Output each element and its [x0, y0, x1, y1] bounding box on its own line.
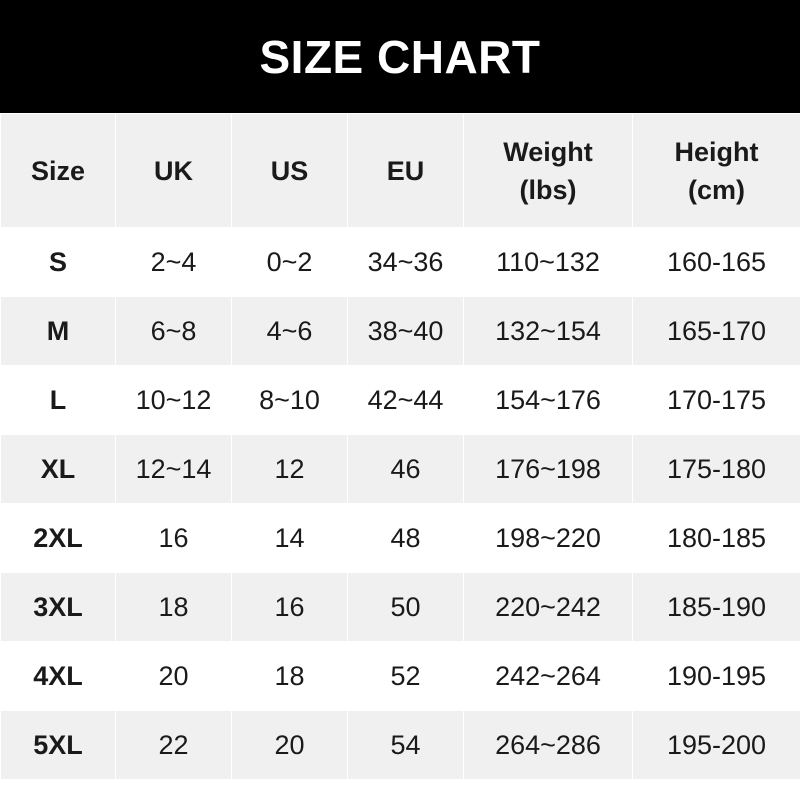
cell-uk: 10~12	[115, 365, 232, 435]
cell-height: 180-185	[632, 503, 800, 573]
cell-weight: 154~176	[463, 365, 633, 435]
cell-size: 4XL	[0, 641, 116, 711]
cell-us: 12	[231, 434, 348, 504]
table-row: L 10~12 8~10 42~44 154~176 170-175	[0, 365, 800, 435]
cell-eu: 50	[347, 572, 464, 642]
cell-uk: 12~14	[115, 434, 232, 504]
cell-weight: 198~220	[463, 503, 633, 573]
table-row: M 6~8 4~6 38~40 132~154 165-170	[0, 296, 800, 366]
header-text: (cm)	[687, 174, 745, 205]
header-text: Weight	[503, 136, 593, 167]
cell-size: XL	[0, 434, 116, 504]
cell-eu: 46	[347, 434, 464, 504]
table-row: 4XL 20 18 52 242~264 190-195	[0, 641, 800, 711]
cell-eu: 54	[347, 710, 464, 780]
cell-uk: 20	[115, 641, 232, 711]
cell-us: 8~10	[231, 365, 348, 435]
cell-eu: 34~36	[347, 227, 464, 297]
cell-size: 3XL	[0, 572, 116, 642]
cell-uk: 22	[115, 710, 232, 780]
cell-weight: 132~154	[463, 296, 633, 366]
table-row: 3XL 18 16 50 220~242 185-190	[0, 572, 800, 642]
cell-weight: 242~264	[463, 641, 633, 711]
column-header-size: Size	[0, 113, 116, 228]
cell-us: 14	[231, 503, 348, 573]
table-row: S 2~4 0~2 34~36 110~132 160-165	[0, 227, 800, 297]
table-row: 5XL 22 20 54 264~286 195-200	[0, 710, 800, 780]
page-title: SIZE CHART	[259, 30, 541, 83]
cell-uk: 2~4	[115, 227, 232, 297]
cell-weight: 110~132	[463, 227, 633, 297]
cell-height: 165-170	[632, 296, 800, 366]
column-header-weight: Weight (lbs)	[463, 113, 633, 228]
cell-eu: 48	[347, 503, 464, 573]
cell-eu: 42~44	[347, 365, 464, 435]
cell-weight: 264~286	[463, 710, 633, 780]
header-row: Size UK US EU Weight (lbs) Height (cm)	[0, 113, 800, 228]
cell-us: 4~6	[231, 296, 348, 366]
cell-us: 16	[231, 572, 348, 642]
cell-size: S	[0, 227, 116, 297]
title-bar: SIZE CHART	[0, 0, 800, 113]
cell-size: L	[0, 365, 116, 435]
column-header-eu: EU	[347, 113, 464, 228]
cell-uk: 16	[115, 503, 232, 573]
cell-weight: 176~198	[463, 434, 633, 504]
cell-size: M	[0, 296, 116, 366]
header-text: Size	[30, 155, 86, 186]
cell-weight: 220~242	[463, 572, 633, 642]
cell-us: 0~2	[231, 227, 348, 297]
column-header-us: US	[231, 113, 348, 228]
cell-size: 2XL	[0, 503, 116, 573]
header-text: Height	[674, 136, 759, 167]
cell-us: 18	[231, 641, 348, 711]
cell-us: 20	[231, 710, 348, 780]
header-text: (lbs)	[519, 174, 577, 205]
column-header-uk: UK	[115, 113, 232, 228]
cell-size: 5XL	[0, 710, 116, 780]
cell-height: 160-165	[632, 227, 800, 297]
header-text: UK	[154, 155, 193, 186]
cell-height: 185-190	[632, 572, 800, 642]
header-text: EU	[386, 155, 425, 186]
column-header-height: Height (cm)	[632, 113, 800, 228]
header-text: US	[270, 155, 309, 186]
cell-eu: 52	[347, 641, 464, 711]
cell-height: 175-180	[632, 434, 800, 504]
cell-eu: 38~40	[347, 296, 464, 366]
table-row: 2XL 16 14 48 198~220 180-185	[0, 503, 800, 573]
cell-height: 195-200	[632, 710, 800, 780]
cell-height: 190-195	[632, 641, 800, 711]
size-chart-table: Size UK US EU Weight (lbs) Height (cm) S 2~4 0~2 3…	[0, 113, 800, 780]
cell-height: 170-175	[632, 365, 800, 435]
cell-uk: 18	[115, 572, 232, 642]
cell-uk: 6~8	[115, 296, 232, 366]
table-row: XL 12~14 12 46 176~198 175-180	[0, 434, 800, 504]
